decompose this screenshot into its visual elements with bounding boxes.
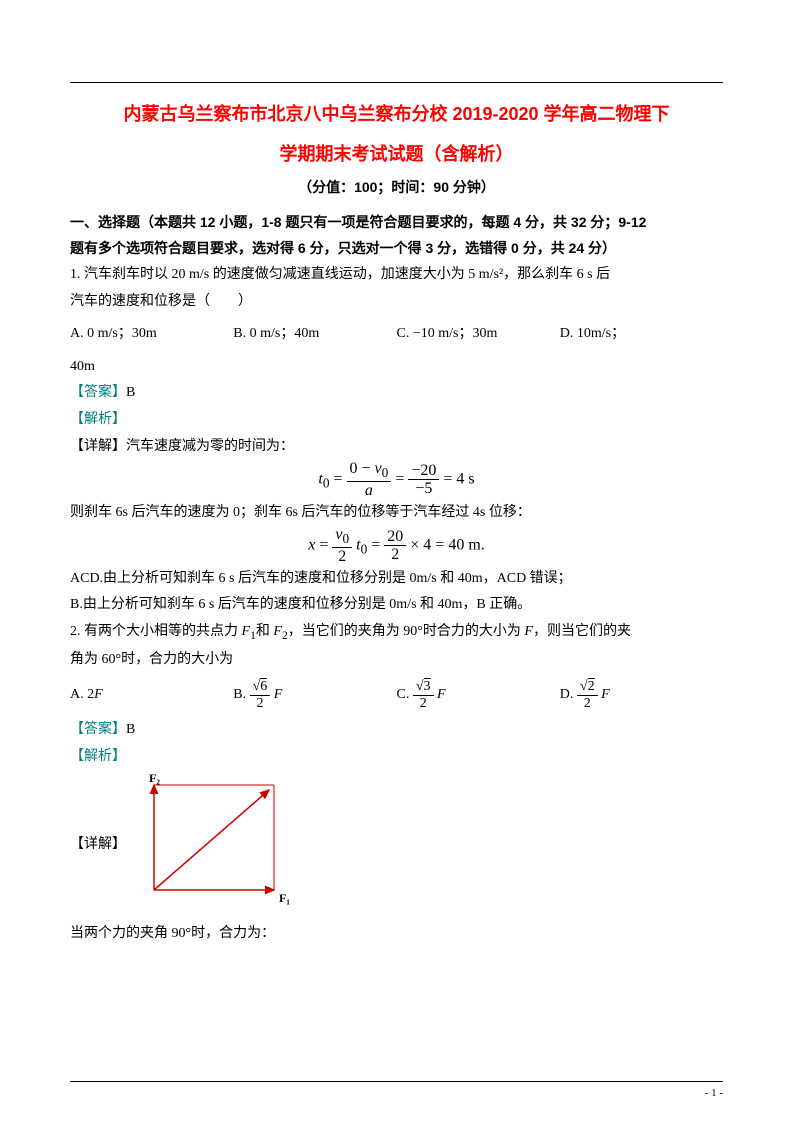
q2-options: A. 2F B. √6 2 F C. √3 2 F D. √2 2 F (70, 679, 723, 711)
q2-opt-b: B. √6 2 F (233, 679, 396, 711)
force-diagram-svg: F₂ F₁ (134, 770, 294, 910)
q2c-frac: √3 2 (413, 679, 434, 711)
exam-info: （分值：100；时间：90 分钟） (70, 174, 723, 201)
q1-formula1: t0 = 0 − v0 a = −20 −5 = 4 s (70, 460, 723, 499)
q2c-pre: C. (397, 687, 413, 702)
f2-frac1-den: 2 (332, 548, 352, 566)
q2c-den: 2 (413, 696, 434, 711)
q1-detail-intro: 【详解】汽车速度减为零的时间为： (70, 434, 723, 461)
f2-frac2: 20 2 (384, 528, 406, 564)
q2-answer: 【答案】B (70, 717, 723, 744)
xiangjie-label: 【详解】 (70, 439, 126, 454)
q1-answer-value: B (126, 385, 135, 400)
q1-opt-a: A. 0 m/s；30m (70, 321, 233, 348)
f1-frac2-den: −5 (408, 480, 439, 498)
f2-frac2-den: 2 (384, 546, 406, 564)
f1-mid: = (395, 471, 408, 488)
q2d-f: F (601, 687, 610, 702)
q2-opt-a: A. 2F (70, 682, 233, 709)
q2d-num: √2 (577, 679, 598, 695)
q2b-pre: B. (233, 687, 249, 702)
q1-concl1: ACD.由上分析可知刹车 6 s 后汽车的速度和位移分别是 0m/s 和 40m… (70, 566, 723, 593)
q2-text2: 角为 60°时，合力的大小为 (70, 647, 723, 674)
q2c-f: F (437, 687, 446, 702)
answer-label: 【答案】 (70, 385, 126, 400)
doc-title-line1: 内蒙古乌兰察布市北京八中乌兰察布分校 2019-2020 学年高二物理下 (70, 95, 723, 135)
f2-mid2: × 4 = 40 m. (410, 537, 485, 554)
svg-text:F₁: F₁ (279, 891, 290, 905)
f1-rhs: = 4 s (443, 471, 474, 488)
q2d-den: 2 (577, 696, 598, 711)
q1-options: A. 0 m/s；30m B. 0 m/s；40m C. −10 m/s；30m… (70, 321, 723, 348)
section1-header-a: 一、选择题（本题共 12 小题，1-8 题只有一项是符合题目要求的，每题 4 分… (70, 209, 723, 236)
q2-text1: 2. 有两个大小相等的共点力 F1和 F2，当它们的夹角为 90°时合力的大小为… (70, 619, 723, 647)
f1-frac1-num: 0 − v0 (347, 460, 392, 482)
q1-text2: 汽车的速度和位移是（ ） (70, 289, 723, 316)
q1-answer: 【答案】B (70, 380, 723, 407)
q2-opt-d: D. √2 2 F (560, 679, 723, 711)
q2-detail-row: 【详解】 F₂ F₁ (70, 770, 723, 921)
section1-header-b: 题有多个选项符合题目要求，选对得 6 分，只选对一个得 3 分，选错得 0 分，… (70, 235, 723, 262)
doc-title-line2: 学期期末考试试题（含解析） (70, 135, 723, 175)
footer-divider (70, 1081, 723, 1082)
q1-opt-c: C. −10 m/s；30m (397, 321, 560, 348)
f1-frac1-den: a (347, 482, 392, 500)
q2-opt-c: C. √3 2 F (397, 679, 560, 711)
q1-detail-intro-text: 汽车速度减为零的时间为： (126, 439, 294, 454)
answer-label2: 【答案】 (70, 722, 126, 737)
f2-frac1-num: v0 (332, 526, 352, 548)
q1-detail2: 则刹车 6s 后汽车的速度为 0；刹车 6s 后汽车的位移等于汽车经过 4s 位… (70, 500, 723, 527)
f1-frac2: −20 −5 (408, 462, 439, 498)
page-number: - 1 - (705, 1083, 723, 1104)
q2a-pre: A. 2 (70, 687, 94, 702)
svg-text:F₂: F₂ (149, 771, 160, 785)
q2-answer-value: B (126, 722, 135, 737)
page: 内蒙古乌兰察布市北京八中乌兰察布分校 2019-2020 学年高二物理下 学期期… (0, 0, 793, 1122)
q1-concl2: B.由上分析可知刹车 6 s 后汽车的速度和位移分别是 0m/s 和 40m，B… (70, 592, 723, 619)
f1-frac1: 0 − v0 a (347, 460, 392, 499)
q2b-frac: √6 2 (250, 679, 271, 711)
q1-text1: 1. 汽车刹车时以 20 m/s 的速度做匀减速直线运动，加速度大小为 5 m/… (70, 262, 723, 289)
q2b-num: √6 (250, 679, 271, 695)
q2a-f: F (94, 687, 103, 702)
q1-opt-d: D. 10m/s； (560, 321, 723, 348)
top-divider (70, 82, 723, 83)
f2-frac2-num: 20 (384, 528, 406, 547)
q2d-pre: D. (560, 687, 577, 702)
q1-opt-b: B. 0 m/s；40m (233, 321, 396, 348)
f2-frac1: v0 2 (332, 526, 352, 565)
q1-jiexi: 【解析】 (70, 407, 723, 434)
q2b-den: 2 (250, 696, 271, 711)
f1-frac2-num: −20 (408, 462, 439, 481)
q1-formula2: x = v0 2 t0 = 20 2 × 4 = 40 m. (70, 526, 723, 565)
f1-eq1: = (329, 471, 346, 488)
q2d-frac: √2 2 (577, 679, 598, 711)
q1-opt-d-cont: 40m (70, 354, 723, 381)
q2-jiexi: 【解析】 (70, 744, 723, 771)
q2b-f: F (274, 687, 283, 702)
q2-force-diagram: F₂ F₁ (134, 770, 294, 921)
xiangjie-label2: 【详解】 (70, 832, 126, 859)
q2-detail-tail: 当两个力的夹角 90°时，合力为： (70, 921, 723, 948)
q2c-num: √3 (413, 679, 434, 695)
